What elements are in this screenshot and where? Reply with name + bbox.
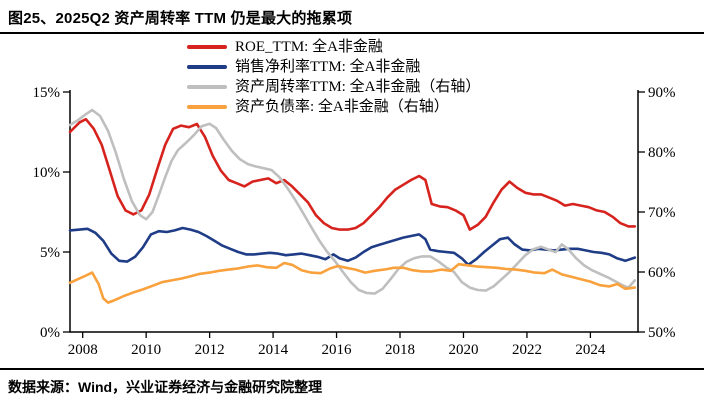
right-axis-tick-label: 50% [648, 325, 676, 341]
left-axis-tick-label: 10% [33, 165, 61, 181]
right-axis-tick-label: 80% [648, 145, 676, 161]
legend-label: ROE_TTM: 全A非金融 [235, 39, 383, 55]
right-axis-tick-label: 70% [648, 205, 676, 221]
legend-line-swatch-gray [187, 85, 227, 89]
legend-line-swatch-red [187, 45, 227, 49]
legend-item-asset-turnover-ttm: 资产周转率TTM: 全A非金融（右轴） [187, 77, 480, 97]
x-axis-tick-label: 2024 [575, 342, 606, 358]
x-axis-tick-label: 2012 [195, 342, 225, 358]
legend-item-roe-ttm: ROE_TTM: 全A非金融 [187, 37, 480, 57]
x-axis-tick-label: 2010 [131, 342, 161, 358]
x-axis-tick-label: 2016 [322, 342, 353, 358]
legend-label: 资产周转率TTM: 全A非金融（右轴） [235, 79, 481, 95]
page-title: 图25、2025Q2 资产周转率 TTM 仍是最大的拖累项 [0, 0, 704, 34]
x-axis-tick-label: 2020 [448, 342, 478, 358]
legend-label: 资产负债率: 全A非金融（右轴） [235, 99, 449, 115]
line-net_margin_ttm [68, 226, 637, 267]
legend-line-swatch-blue [187, 65, 227, 69]
legend-item-debt-ratio: 资产负债率: 全A非金融（右轴） [187, 97, 480, 117]
legend-item-net-margin-ttm: 销售净利率TTM: 全A非金融 [187, 57, 480, 77]
axis-frame [69, 90, 639, 333]
legend-line-swatch-orange [187, 105, 227, 109]
data-source-note: 数据来源：Wind，兴业证券经济与金融研究院整理 [0, 368, 704, 402]
legend-label: 销售净利率TTM: 全A非金融 [235, 59, 421, 75]
right-axis-tick-label: 90% [648, 85, 676, 101]
right-axis-tick-label: 60% [648, 265, 676, 281]
chart-legend: ROE_TTM: 全A非金融 销售净利率TTM: 全A非金融 资产周转率TTM:… [187, 37, 480, 117]
left-axis-tick-label: 0% [40, 325, 60, 341]
line-debt_ratio [68, 261, 637, 304]
x-axis-tick-label: 2022 [512, 342, 542, 358]
left-axis-tick-label: 15% [33, 85, 61, 101]
left-axis-tick-label: 5% [40, 245, 60, 261]
chart-area: 0% 5% 10% 15% 50% 60% 70% 80% 90% 2008 2010 2012 201… [0, 34, 704, 368]
chart-plot: 0% 5% 10% 15% 50% 60% 70% 80% 90% 2008 2010 2012 201… [33, 85, 676, 358]
x-axis-tick-label: 2018 [385, 342, 415, 358]
line-roe_ttm [68, 117, 637, 231]
line-asset_turnover_ttm [68, 108, 637, 295]
x-axis-tick-label: 2008 [68, 342, 98, 358]
x-axis-tick-label: 2014 [258, 342, 289, 358]
